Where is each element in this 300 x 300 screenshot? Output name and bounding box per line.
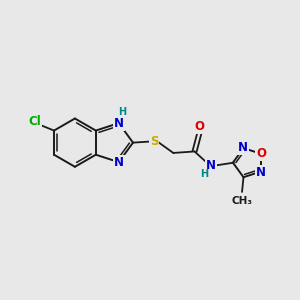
Text: O: O — [195, 120, 205, 133]
Text: H: H — [118, 107, 126, 118]
Text: H: H — [200, 169, 208, 179]
Text: N: N — [256, 166, 266, 179]
Text: CH₃: CH₃ — [232, 196, 253, 206]
Text: N: N — [114, 156, 124, 169]
Text: Cl: Cl — [28, 115, 41, 128]
Text: S: S — [150, 135, 158, 148]
Text: N: N — [238, 141, 248, 154]
Text: N: N — [206, 159, 216, 172]
Text: N: N — [114, 117, 124, 130]
Text: O: O — [256, 147, 266, 160]
